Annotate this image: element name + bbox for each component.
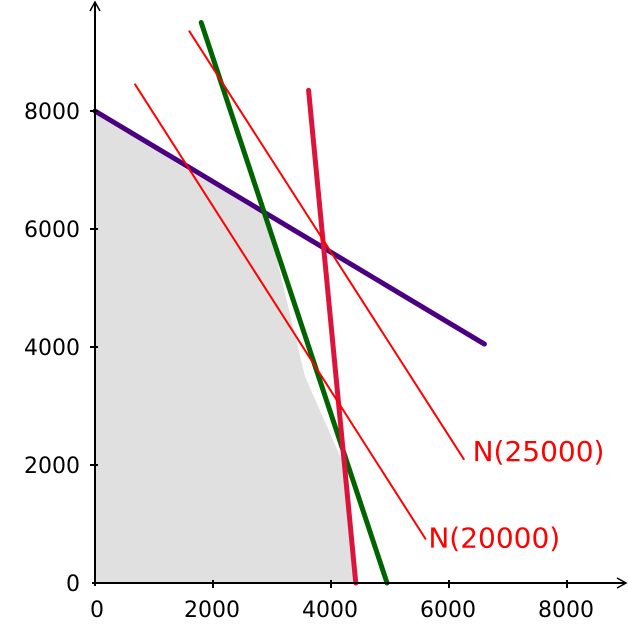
ticks-layer (90, 110, 568, 588)
feasible-region (95, 111, 356, 583)
x-tick-label-8000: 8000 (538, 598, 594, 623)
y-tick-label-2000: 2000 (24, 454, 80, 479)
y-tick-label-8000: 8000 (24, 100, 80, 125)
x-tick-label-4000: 4000 (302, 598, 358, 623)
series-line-5 (134, 83, 427, 540)
x-tick-label-2000: 2000 (184, 598, 240, 623)
series-layer (92, 20, 487, 586)
y-tick-label-4000: 4000 (24, 336, 80, 361)
x-tick-label-0: 0 (90, 598, 104, 623)
y-tick-label-0: 0 (66, 572, 80, 597)
x-tick-label-6000: 6000 (420, 598, 476, 623)
series-line-3 (306, 87, 359, 586)
series-line-4 (188, 30, 465, 461)
series-line-1 (92, 108, 487, 347)
line-label-n25000: N(25000) (473, 435, 605, 468)
series-line-2 (198, 20, 390, 586)
y-tick-label-6000: 6000 (24, 218, 80, 243)
line-label-n20000: N(20000) (428, 522, 560, 555)
